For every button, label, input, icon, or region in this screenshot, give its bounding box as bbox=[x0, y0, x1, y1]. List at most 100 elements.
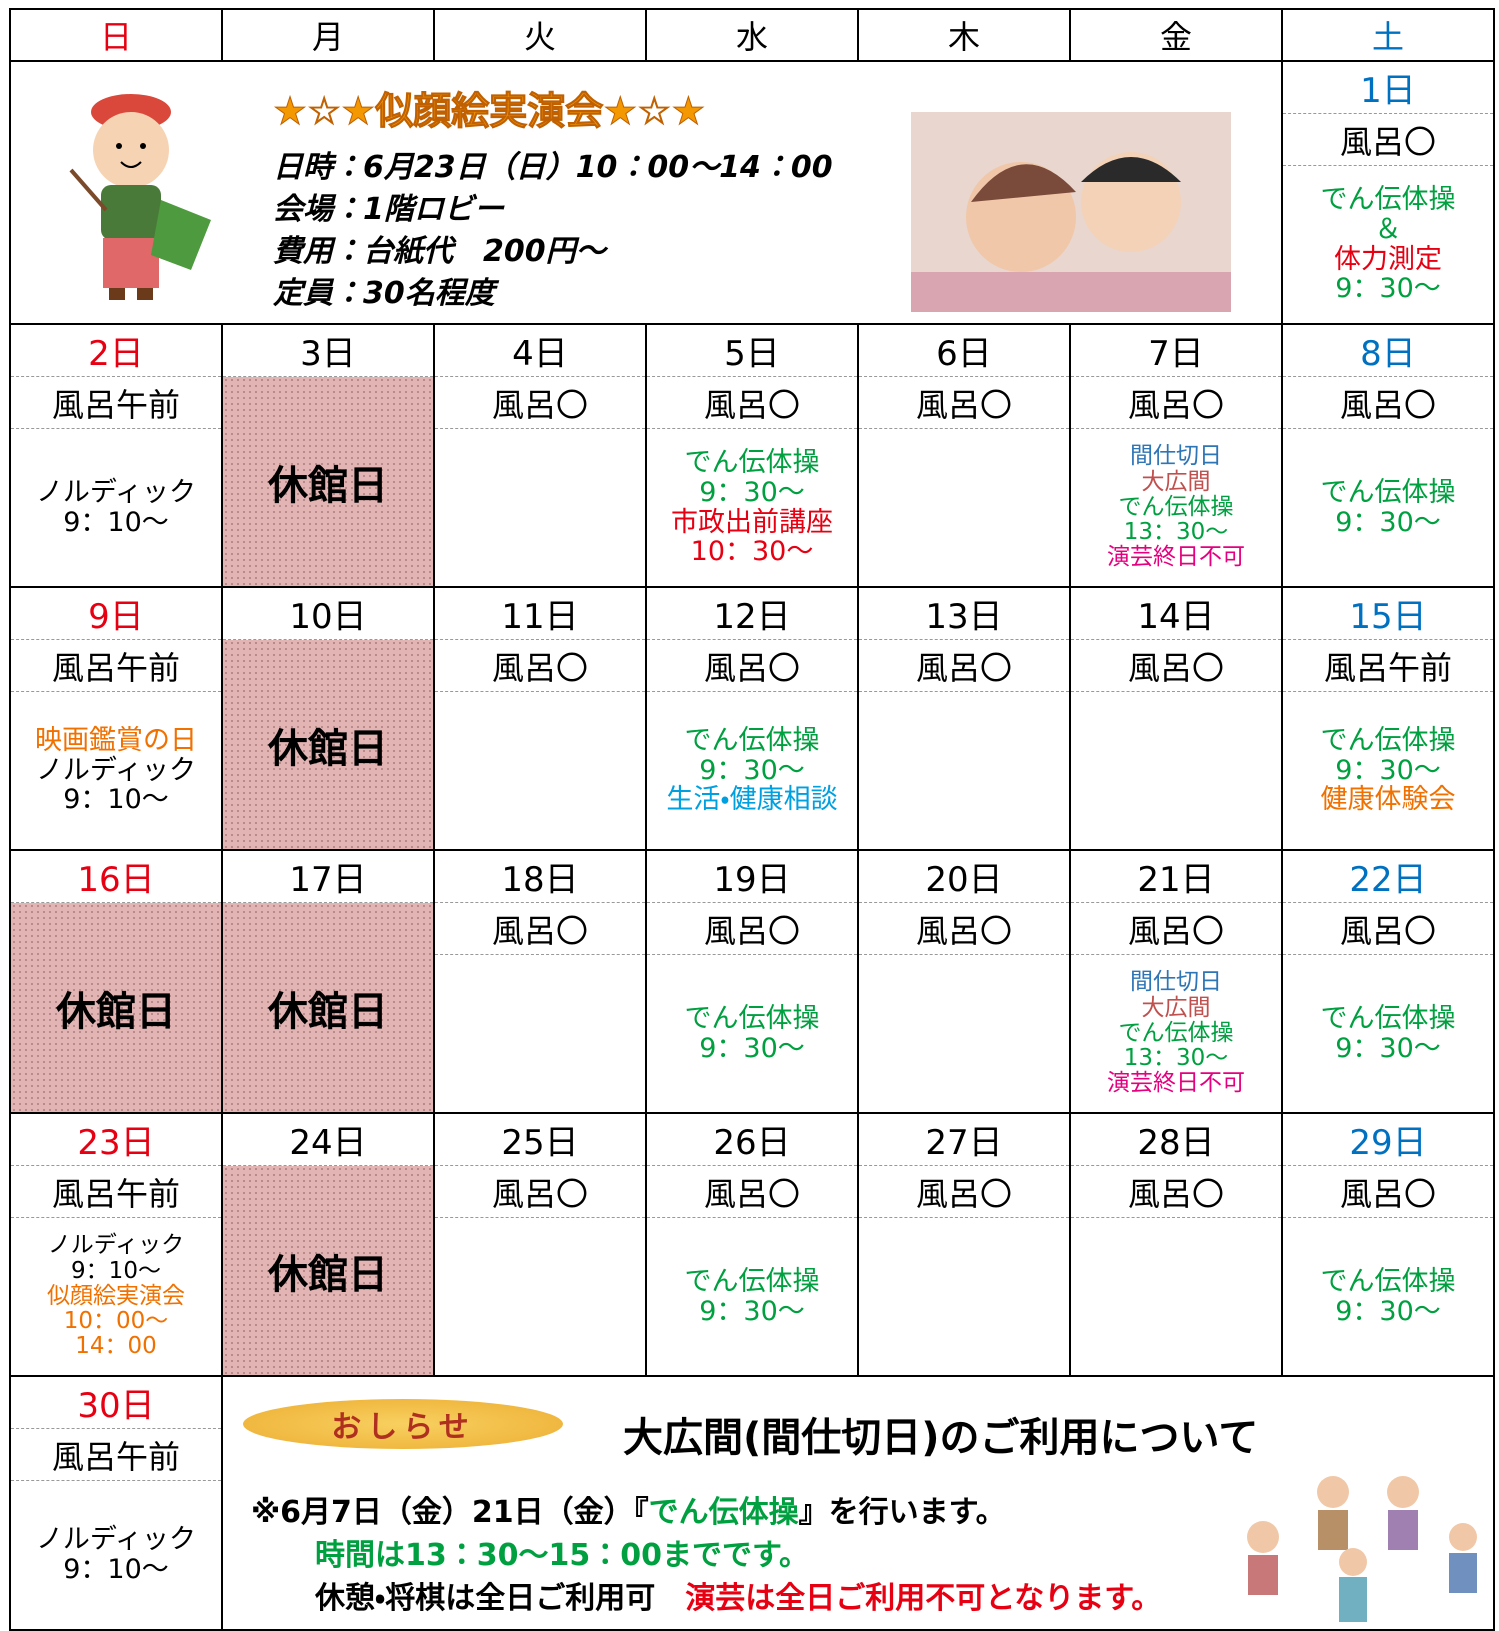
notice-segment: ※6月7日（金）21日（金）『 bbox=[251, 1495, 649, 1530]
event-list: でん伝体操 9：30～ 生活・健康相談 bbox=[647, 692, 857, 849]
day-date: 15日 bbox=[1283, 588, 1493, 640]
event-list bbox=[435, 955, 645, 1112]
event: 演芸終日不可 bbox=[1107, 1070, 1245, 1097]
day-cell: 18日 風呂〇 bbox=[433, 849, 647, 1114]
day-cell: 28日 風呂〇 bbox=[1069, 1112, 1283, 1377]
bath-status: 風呂〇 bbox=[1283, 114, 1493, 166]
day-date: 29日 bbox=[1283, 1114, 1493, 1166]
event: でん伝体操 bbox=[684, 1002, 820, 1034]
event: 健康体験会 bbox=[1320, 784, 1456, 816]
event-list bbox=[859, 955, 1069, 1112]
bath-status: 風呂〇 bbox=[647, 1166, 857, 1218]
day-date: 27日 bbox=[859, 1114, 1069, 1166]
bath-status: 風呂〇 bbox=[859, 640, 1069, 692]
day-cell: 8日 風呂〇 でん伝体操 9：30～ bbox=[1281, 323, 1495, 588]
caricature-picture bbox=[911, 112, 1231, 312]
day-cell: 13日 風呂〇 bbox=[857, 586, 1071, 851]
day-date: 11日 bbox=[435, 588, 645, 640]
day-date: 24日 bbox=[223, 1114, 433, 1166]
bath-status: 風呂〇 bbox=[647, 640, 857, 692]
day-cell: 27日 風呂〇 bbox=[857, 1112, 1071, 1377]
weekday-header: 水 bbox=[645, 8, 859, 62]
bath-status: 風呂〇 bbox=[435, 1166, 645, 1218]
day-cell: 19日 風呂〇 でん伝体操 9：30～ bbox=[645, 849, 859, 1114]
bath-status: 風呂〇 bbox=[647, 377, 857, 429]
event: 9：30～ bbox=[1335, 754, 1441, 786]
bath-status: 風呂〇 bbox=[1071, 903, 1281, 955]
day-date: 23日 bbox=[11, 1114, 221, 1166]
bath-status: 風呂〇 bbox=[435, 640, 645, 692]
day-date: 28日 bbox=[1071, 1114, 1281, 1166]
day-cell: 26日 風呂〇 でん伝体操 9：30～ bbox=[645, 1112, 859, 1377]
event-list bbox=[1071, 692, 1281, 849]
event-list bbox=[435, 429, 645, 586]
weekday-header: 土 bbox=[1281, 8, 1495, 62]
event: 13：30～ bbox=[1123, 519, 1229, 546]
day-cell: 24日 休館日 bbox=[221, 1112, 435, 1377]
event-list: でん伝体操 9：30～ bbox=[647, 1218, 857, 1375]
event: 9：10～ bbox=[71, 1257, 161, 1284]
event: 大広間 bbox=[1141, 468, 1211, 495]
event: 9：30～ bbox=[1335, 1295, 1441, 1327]
day-date: 18日 bbox=[435, 851, 645, 903]
event-list: でん伝体操 9：30～ bbox=[1283, 1218, 1493, 1375]
bath-status: 風呂〇 bbox=[1283, 903, 1493, 955]
day-cell: 6日 風呂〇 bbox=[857, 323, 1071, 588]
banner-line: 費用：台紙代 200円～ bbox=[273, 234, 606, 269]
notice-title: 大広間(間仕切日)のご利用について bbox=[623, 1415, 1259, 1461]
bath-status: 風呂〇 bbox=[435, 377, 645, 429]
day-date: 4日 bbox=[435, 325, 645, 377]
event: 10：30～ bbox=[690, 536, 814, 568]
event: でん伝体操 bbox=[684, 447, 820, 479]
event: 9：10～ bbox=[63, 1554, 169, 1585]
event: でん伝体操 bbox=[1320, 1265, 1456, 1297]
event: ＆ bbox=[1374, 213, 1402, 245]
event: ノルディック bbox=[47, 1232, 185, 1259]
day-cell: 21日 風呂〇 間仕切日 大広間 でん伝体操 13：30～ 演芸終日不可 bbox=[1069, 849, 1283, 1114]
day-cell: 22日 風呂〇 でん伝体操 9：30～ bbox=[1281, 849, 1495, 1114]
day-date: 13日 bbox=[859, 588, 1069, 640]
weekday-header: 日 bbox=[9, 8, 223, 62]
event: 10：00～ bbox=[63, 1308, 169, 1335]
notice-segment: 』を行います。 bbox=[798, 1495, 1006, 1530]
day-cell: 12日 風呂〇 でん伝体操 9：30～ 生活・健康相談 bbox=[645, 586, 859, 851]
event: でん伝体操 bbox=[1320, 724, 1456, 756]
event: 市政出前講座 bbox=[671, 506, 833, 538]
notice-line: ※6月7日（金）21日（金）『でん伝体操』を行います。 bbox=[251, 1487, 1006, 1531]
day-date: 12日 bbox=[647, 588, 857, 640]
event: でん伝体操 bbox=[1320, 1002, 1456, 1034]
notice-segment: 演芸は全日ご利用不可となります。 bbox=[685, 1581, 1162, 1616]
event: 9：30～ bbox=[1335, 506, 1441, 538]
bath-status: 風呂〇 bbox=[1071, 1166, 1281, 1218]
event: ノルディック bbox=[35, 476, 197, 508]
event: 映画鑑賞の日 bbox=[35, 724, 197, 756]
bath-status: 風呂〇 bbox=[647, 903, 857, 955]
day-date: 7日 bbox=[1071, 325, 1281, 377]
notice-segment: でん伝体操 bbox=[648, 1495, 799, 1530]
event: でん伝体操 bbox=[1118, 1019, 1234, 1046]
event-list bbox=[435, 692, 645, 849]
event: 9：30～ bbox=[699, 754, 805, 786]
banner-line: 日時：6月23日（日）10：00～14：00 bbox=[273, 150, 833, 185]
day-cell: 7日 風呂〇 間仕切日 大広間 でん伝体操 13：30～ 演芸終日不可 bbox=[1069, 323, 1283, 588]
day-cell: 4日 風呂〇 bbox=[433, 323, 647, 588]
day-cell: 9日 風呂午前 映画鑑賞の日 ノルディック 9：10～ bbox=[9, 586, 223, 851]
event: 9：30～ bbox=[1335, 273, 1441, 305]
day-date: 30日 bbox=[11, 1377, 221, 1429]
event-list bbox=[859, 1218, 1069, 1375]
event: 13：30～ bbox=[1123, 1045, 1229, 1072]
weekday-header: 金 bbox=[1069, 8, 1283, 62]
weekday-header: 木 bbox=[857, 8, 1071, 62]
event: 演芸終日不可 bbox=[1107, 544, 1245, 571]
day-date: 26日 bbox=[647, 1114, 857, 1166]
event: 9：10～ bbox=[63, 506, 169, 538]
day-cell: 23日 風呂午前 ノルディック 9：10～ 似顔絵実演会 10：00～ 14：00 bbox=[9, 1112, 223, 1377]
event-list: 間仕切日 大広間 でん伝体操 13：30～ 演芸終日不可 bbox=[1071, 429, 1281, 586]
banner-line: 会場：1階ロビー bbox=[273, 192, 504, 227]
bath-status: 風呂〇 bbox=[1071, 377, 1281, 429]
day-cell: 29日 風呂〇 でん伝体操 9：30～ bbox=[1281, 1112, 1495, 1377]
event: でん伝体操 bbox=[1118, 493, 1234, 520]
closed-label: 休館日 bbox=[223, 903, 433, 1112]
event-list: でん伝体操 9：30～ bbox=[1283, 429, 1493, 586]
